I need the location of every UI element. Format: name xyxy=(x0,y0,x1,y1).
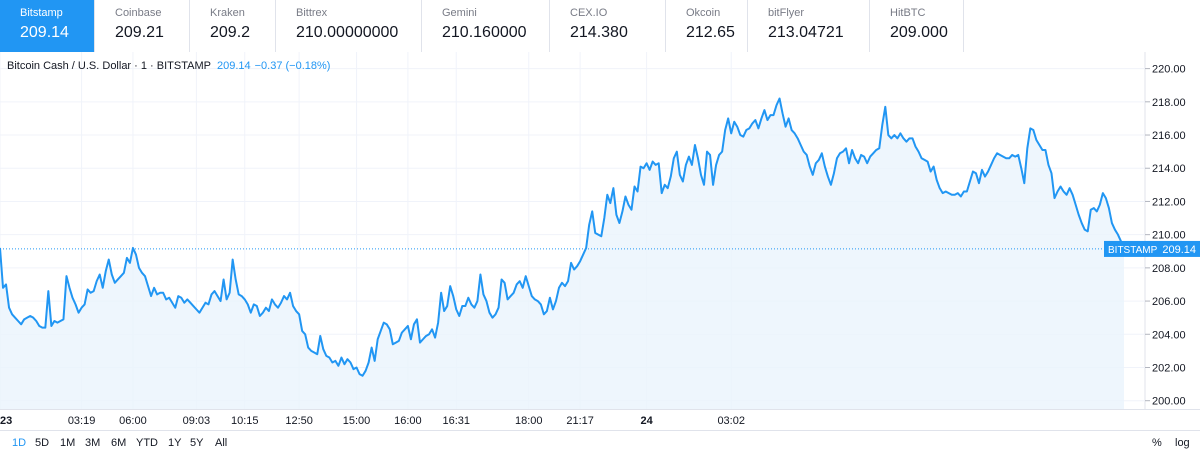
exchange-tab-gemini[interactable]: Gemini 210.160000 xyxy=(422,0,550,52)
log-scale-toggle[interactable]: log xyxy=(1175,437,1190,449)
y-tick-label: 220.00 xyxy=(1152,64,1186,76)
y-tick-label: 212.00 xyxy=(1152,196,1186,208)
price-line xyxy=(0,97,1125,377)
exchange-price: 214.380 xyxy=(570,24,628,41)
exchange-tab-kraken[interactable]: Kraken 209.2 xyxy=(190,0,276,52)
exchange-name: Kraken xyxy=(210,7,245,19)
range-button-all[interactable]: All xyxy=(215,437,228,449)
range-button-5d[interactable]: 5D xyxy=(35,437,50,449)
legend-symbol: Bitcoin Cash / U.S. Dollar · 1 · BITSTAM… xyxy=(7,60,211,72)
range-button-5y[interactable]: 5Y xyxy=(190,437,204,449)
price-chart: 200.00 202.00 204.00 206.00 208.00 210.00 212.… xyxy=(0,52,1200,427)
time-axis: 23 03:19 06:00 09:03 10:15 12:50 15:00 16:00 16:… xyxy=(0,415,745,427)
exchange-name: Bitstamp xyxy=(20,7,63,19)
exchange-tab-bitstamp[interactable]: Bitstamp 209.14 xyxy=(0,0,95,52)
range-toolbar: 1D 5D 1M 3M 6M YTD 1Y 5Y All % log xyxy=(0,430,1200,458)
y-tick-label: 202.00 xyxy=(1152,362,1186,374)
x-tick-label: 16:31 xyxy=(442,415,470,427)
exchange-price: 210.160000 xyxy=(442,24,527,41)
exchange-tab-hitbtc[interactable]: HitBTC 209.000 xyxy=(870,0,964,52)
y-tick-label: 200.00 xyxy=(1152,396,1186,408)
exchange-name: Gemini xyxy=(442,7,477,19)
exchange-tab-okcoin[interactable]: Okcoin 212.65 xyxy=(666,0,748,52)
x-tick-label: 03:02 xyxy=(717,415,745,427)
y-tick-label: 204.00 xyxy=(1152,329,1186,341)
range-button-3m[interactable]: 3M xyxy=(85,437,101,449)
exchange-price: 213.04721 xyxy=(768,24,844,41)
y-tick-label: 218.00 xyxy=(1152,97,1186,109)
exchange-tab-bitflyer[interactable]: bitFlyer 213.04721 xyxy=(748,0,870,52)
x-tick-label: 06:00 xyxy=(119,415,147,427)
price-area-fill xyxy=(0,98,1124,410)
exchange-name: Bittrex xyxy=(296,7,328,19)
x-tick-label: 12:50 xyxy=(285,415,313,427)
x-tick-label: 21:17 xyxy=(566,415,594,427)
x-tick-label: 15:00 xyxy=(343,415,371,427)
y-tick-label: 214.00 xyxy=(1152,163,1186,175)
x-tick-label: 18:00 xyxy=(515,415,543,427)
exchange-tab-coinbase[interactable]: Coinbase 209.21 xyxy=(95,0,190,52)
exchange-price: 209.21 xyxy=(115,24,164,41)
last-price-tag-bg xyxy=(1104,240,1200,257)
range-button-6m[interactable]: 6M xyxy=(111,437,127,449)
exchange-price: 209.14 xyxy=(20,24,69,41)
range-button-ytd[interactable]: YTD xyxy=(136,437,158,449)
chart-legend: Bitcoin Cash / U.S. Dollar · 1 · BITSTAM… xyxy=(7,60,330,72)
exchange-tabs: Bitstamp 209.14 Coinbase 209.21 Kraken 209.2 B… xyxy=(0,0,1200,52)
x-tick-label: 23 xyxy=(0,415,12,427)
y-tick-label: 206.00 xyxy=(1152,296,1186,308)
y-tick-label: 210.00 xyxy=(1152,230,1186,242)
exchange-name: Coinbase xyxy=(115,7,162,19)
last-price-tag: BITSTAMP 209.14 xyxy=(1104,240,1200,257)
y-tick-label: 216.00 xyxy=(1152,130,1186,142)
exchange-name: Okcoin xyxy=(686,7,721,19)
last-price-tag-value: 209.14 xyxy=(1162,244,1196,256)
x-tick-label: 03:19 xyxy=(68,415,96,427)
y-tick-label: 208.00 xyxy=(1152,263,1186,275)
exchange-name: bitFlyer xyxy=(768,7,805,19)
x-tick-label: 09:03 xyxy=(183,415,211,427)
exchange-name: CEX.IO xyxy=(570,7,608,19)
legend-last-value: 209.14 xyxy=(216,60,251,72)
last-price-tag-label: BITSTAMP xyxy=(1108,245,1158,256)
exchange-price: 209.000 xyxy=(890,24,948,41)
price-axis: 200.00 202.00 204.00 206.00 208.00 210.00 212.… xyxy=(1145,64,1186,408)
exchange-name: HitBTC xyxy=(890,7,926,19)
range-button-1y[interactable]: 1Y xyxy=(168,437,182,449)
exchange-price: 212.65 xyxy=(686,24,735,41)
range-button-1m[interactable]: 1M xyxy=(60,437,76,449)
exchange-tab-bittrex[interactable]: Bittrex 210.00000000 xyxy=(276,0,422,52)
percent-scale-toggle[interactable]: % xyxy=(1152,437,1162,449)
legend-change: −0.37 (−0.18%) xyxy=(254,60,331,72)
x-tick-label: 10:15 xyxy=(231,415,259,427)
exchange-price: 209.2 xyxy=(210,24,251,41)
exchange-price: 210.00000000 xyxy=(296,24,399,41)
exchange-tab-cex-io[interactable]: CEX.IO 214.380 xyxy=(550,0,666,52)
range-button-1d[interactable]: 1D xyxy=(12,437,27,449)
x-tick-label: 24 xyxy=(640,415,653,427)
x-tick-label: 16:00 xyxy=(394,415,422,427)
